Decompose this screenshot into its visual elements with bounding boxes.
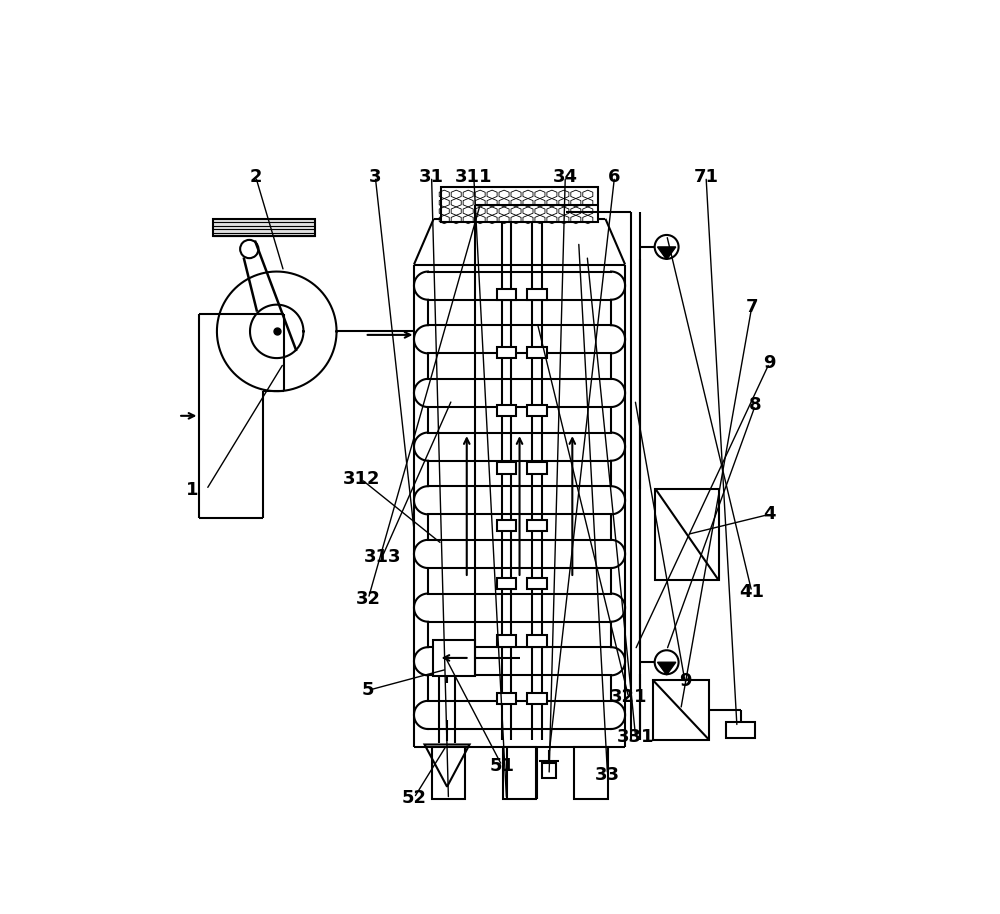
Bar xyxy=(527,693,547,705)
Text: 41: 41 xyxy=(739,583,764,600)
Text: 9: 9 xyxy=(679,672,691,690)
Bar xyxy=(432,747,465,800)
Bar xyxy=(497,346,516,358)
Bar xyxy=(497,405,516,416)
Text: 1: 1 xyxy=(186,481,199,499)
Text: 3: 3 xyxy=(369,167,382,186)
Bar xyxy=(441,187,598,222)
Text: 31: 31 xyxy=(419,167,444,186)
Bar xyxy=(574,747,608,800)
Text: 321: 321 xyxy=(610,688,647,707)
Text: 51: 51 xyxy=(489,757,514,774)
Bar xyxy=(542,763,556,778)
Text: 313: 313 xyxy=(364,547,401,566)
Text: 312: 312 xyxy=(342,470,380,488)
Polygon shape xyxy=(657,663,676,675)
Bar xyxy=(527,635,547,647)
Text: 9: 9 xyxy=(763,354,776,372)
Bar xyxy=(497,462,516,473)
Text: 4: 4 xyxy=(763,505,776,524)
Text: 2: 2 xyxy=(249,167,262,186)
Text: 71: 71 xyxy=(694,167,719,186)
Bar xyxy=(527,405,547,416)
Text: 5: 5 xyxy=(362,681,374,699)
Text: 7: 7 xyxy=(746,298,758,315)
Bar xyxy=(213,218,315,237)
Bar xyxy=(497,578,516,589)
Text: 311: 311 xyxy=(455,167,493,186)
Bar xyxy=(527,578,547,589)
Bar xyxy=(527,520,547,531)
Text: 8: 8 xyxy=(749,397,762,414)
Text: 33: 33 xyxy=(595,766,620,783)
Bar xyxy=(726,722,755,738)
Bar xyxy=(503,747,536,800)
Bar xyxy=(655,489,719,580)
Bar xyxy=(497,520,516,531)
Bar xyxy=(497,635,516,647)
Bar xyxy=(497,289,516,301)
Text: 6: 6 xyxy=(608,167,621,186)
Bar xyxy=(527,346,547,358)
Text: 32: 32 xyxy=(356,590,381,608)
Bar xyxy=(433,640,475,676)
Bar xyxy=(653,680,709,739)
Bar xyxy=(527,462,547,473)
Text: 331: 331 xyxy=(617,728,654,747)
Polygon shape xyxy=(657,247,676,260)
Text: 34: 34 xyxy=(553,167,578,186)
Bar xyxy=(527,289,547,301)
Bar xyxy=(497,693,516,705)
Text: 52: 52 xyxy=(401,789,426,807)
